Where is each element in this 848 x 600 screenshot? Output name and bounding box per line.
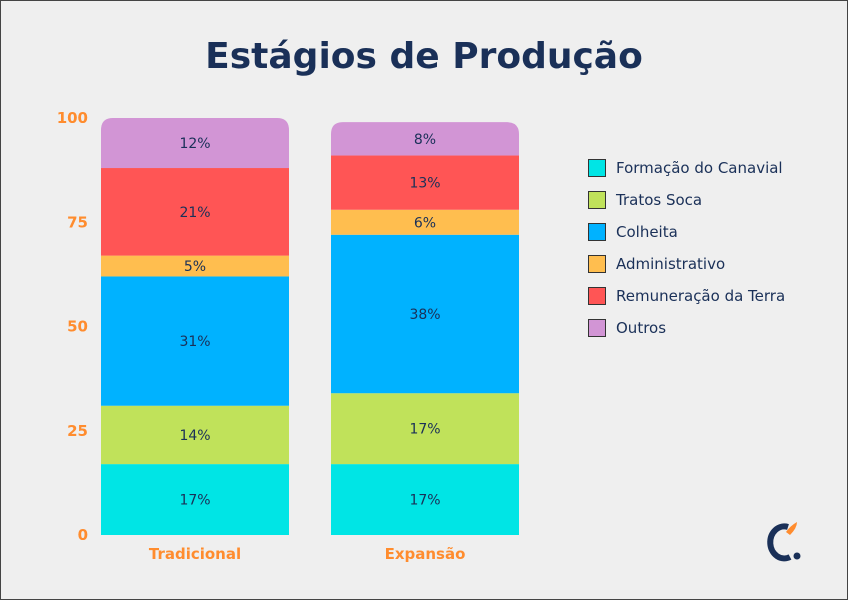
- legend-swatch: [588, 255, 606, 273]
- bar-segment: [101, 405, 289, 465]
- legend-label: Remuneração da Terra: [616, 287, 786, 305]
- legend-label: Tratos Soca: [616, 191, 703, 209]
- data-label: 5%: [184, 259, 206, 275]
- legend-swatch: [588, 287, 606, 305]
- x-tick-label: Expansão: [385, 545, 466, 563]
- legend-label: Administrativo: [616, 255, 726, 273]
- data-label: 17%: [179, 493, 210, 509]
- bar-segment: [331, 122, 519, 156]
- legend-label: Outros: [616, 319, 667, 337]
- bar-segment: [101, 255, 289, 277]
- legend-swatch: [588, 319, 606, 337]
- bar-segment: [101, 276, 289, 406]
- bar-segment: [331, 393, 519, 465]
- legend-item: Tratos Soca: [588, 184, 785, 216]
- x-tick-label: Tradicional: [149, 545, 241, 563]
- legend-label: Colheita: [616, 223, 678, 241]
- data-label: 17%: [409, 493, 440, 509]
- data-label: 31%: [179, 334, 210, 350]
- data-label: 17%: [409, 422, 440, 438]
- bar-segment: [331, 464, 519, 535]
- data-label: 6%: [414, 215, 436, 231]
- data-label: 21%: [179, 205, 210, 221]
- legend-item: Colheita: [588, 216, 785, 248]
- legend-label: Formação do Canavial: [616, 159, 783, 177]
- y-tick-label: 50: [67, 318, 88, 336]
- bar-segment: [331, 155, 519, 210]
- legend-item: Administrativo: [588, 248, 785, 280]
- legend-item: Remuneração da Terra: [588, 280, 785, 312]
- y-tick-label: 100: [57, 109, 88, 127]
- bar-segment: [331, 234, 519, 394]
- bar-segment: [101, 464, 289, 535]
- data-label: 12%: [179, 136, 210, 152]
- legend-swatch: [588, 159, 606, 177]
- y-tick-label: 75: [67, 213, 88, 231]
- data-label: 13%: [409, 176, 440, 192]
- legend-item: Formação do Canavial: [588, 152, 785, 184]
- bar-segment: [331, 209, 519, 235]
- bar-segment: [101, 118, 289, 169]
- legend-item: Outros: [588, 312, 785, 344]
- y-tick-label: 0: [78, 526, 88, 544]
- bar-segment: [101, 168, 289, 256]
- chart-title: Estágios de Produção: [205, 36, 643, 77]
- legend-swatch: [588, 223, 606, 241]
- data-label: 14%: [179, 428, 210, 444]
- y-tick-label: 25: [67, 422, 88, 440]
- legend: Formação do Canavial Tratos Soca Colheita A…: [588, 152, 785, 344]
- data-label: 8%: [414, 132, 436, 148]
- data-label: 38%: [409, 307, 440, 323]
- legend-swatch: [588, 191, 606, 209]
